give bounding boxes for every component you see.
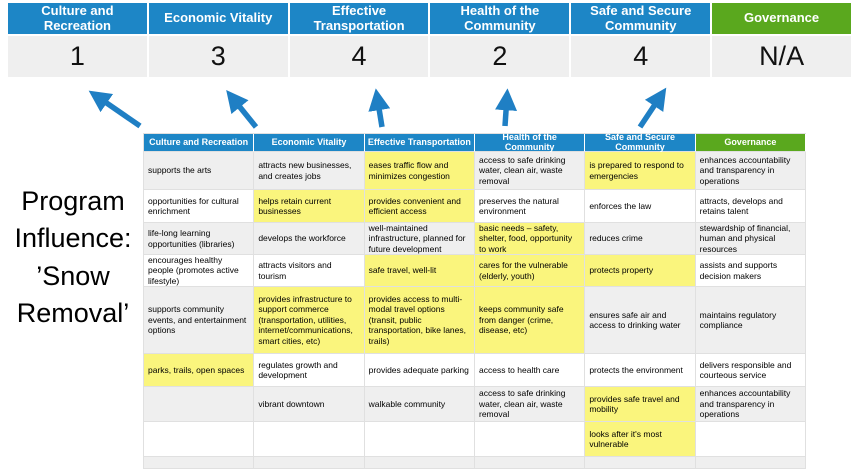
matrix-cell: access to safe drinking water, clean air… — [475, 387, 586, 422]
matrix-cell: attracts, develops and retains talent — [695, 190, 806, 223]
matrix-cell: cares for the vulnerable (elderly, youth… — [475, 255, 586, 287]
matrix-header-cell: Health of the Community — [475, 132, 586, 152]
matrix-cell: keeps community safe from danger (crime,… — [475, 287, 586, 354]
matrix-cell: basic needs – safety, shelter, food, opp… — [475, 223, 586, 255]
matrix-cell: access to health care — [475, 354, 586, 387]
matrix-cell: attracts new businesses, and creates job… — [254, 152, 365, 190]
summary-category-header: Safe and Secure Community — [571, 3, 711, 34]
matrix-cell — [254, 422, 365, 457]
matrix-cell — [695, 422, 806, 457]
matrix-header-cell: Economic Vitality — [254, 134, 365, 152]
matrix-header-cell: Effective Transportation — [364, 134, 475, 152]
matrix-cell: regulates growth and development — [254, 354, 365, 387]
summary-score: 4 — [289, 36, 429, 77]
matrix-cell: eases traffic flow and minimizes congest… — [364, 152, 475, 190]
matrix-cell: protects the environment — [585, 354, 696, 387]
matrix-cell: enhances accountability and transparency… — [695, 387, 806, 422]
matrix-cell: encourages healthy people (promotes acti… — [144, 255, 255, 287]
matrix-cell — [144, 387, 255, 422]
matrix-cell — [695, 457, 806, 469]
matrix-cell: well-maintained infrastructure, planned … — [364, 223, 475, 255]
summary-score: 2 — [430, 36, 570, 77]
matrix-cell: looks after it's most vulnerable — [585, 422, 696, 457]
matrix-cell: protects property — [585, 255, 696, 287]
matrix-cell: supports community events, and entertain… — [144, 287, 255, 354]
matrix-header-cell: Culture and Recreation — [144, 134, 255, 152]
summary-category-header: Economic Vitality — [148, 3, 288, 34]
matrix-header-cell: Governance — [695, 134, 806, 152]
matrix-cell: maintains regulatory compliance — [695, 287, 806, 354]
matrix-cell: reduces crime — [585, 223, 696, 255]
matrix-cell: provides access to multi-modal travel op… — [364, 287, 475, 354]
matrix-cell: develops the workforce — [254, 223, 365, 255]
matrix-cell — [475, 422, 586, 457]
matrix-cell — [475, 457, 586, 469]
matrix-cell: provides infrastructure to support comme… — [254, 287, 365, 354]
program-influence-title: Program Influence: ’Snow Removal’ — [14, 186, 132, 328]
summary-score: 3 — [148, 36, 288, 77]
summary-category-header: Health of the Community — [430, 3, 570, 34]
matrix-cell: parks, trails, open spaces — [144, 354, 255, 387]
matrix-cell: provides adequate parking — [364, 354, 475, 387]
summary-score: 1 — [8, 36, 147, 77]
matrix-cell: life-long learning opportunities (librar… — [144, 223, 255, 255]
matrix-cell: opportunities for cultural enrichment — [144, 190, 255, 223]
summary-category-header: Governance — [712, 3, 851, 34]
up-arrow-economic — [226, 90, 259, 129]
matrix-cell — [144, 422, 255, 457]
summary-score: 4 — [571, 36, 711, 77]
summary-category-header: Effective Transportation — [289, 3, 429, 34]
matrix-cell — [364, 457, 475, 469]
matrix-cell: access to safe drinking water, clean air… — [475, 152, 586, 190]
summary-category-header: Culture and Recreation — [8, 3, 147, 34]
up-arrow-culture — [88, 90, 142, 129]
matrix-cell: preserves the natural environment — [475, 190, 586, 223]
matrix-cell: attracts visitors and tourism — [254, 255, 365, 287]
matrix-cell — [585, 457, 696, 469]
matrix-cell: assists and supports decision makers — [695, 255, 806, 287]
matrix-cell: enhances accountability and transparency… — [695, 152, 806, 190]
matrix-cell: provides convenient and efficient access — [364, 190, 475, 223]
matrix-table: Culture and Recreation Economic Vitality E… — [143, 132, 806, 469]
up-arrow-health — [495, 88, 518, 127]
matrix-cell — [364, 422, 475, 457]
summary-band: Culture and Recreation Economic Vitality E… — [8, 3, 851, 77]
matrix-cell: vibrant downtown — [254, 387, 365, 422]
matrix-cell: is prepared to respond to emergencies — [585, 152, 696, 190]
matrix-cell: delivers responsible and courteous servi… — [695, 354, 806, 387]
matrix-cell — [144, 457, 255, 469]
matrix-cell: supports the arts — [144, 152, 255, 190]
up-arrow-safe — [637, 87, 667, 129]
summary-score: N/A — [712, 36, 851, 77]
up-arrow-transportation — [368, 88, 391, 128]
matrix-cell: ensures safe air and access to drinking … — [585, 287, 696, 354]
matrix-header-cell: Safe and Secure Community — [585, 132, 696, 152]
matrix-cell — [254, 457, 365, 469]
matrix-cell: safe travel, well-lit — [364, 255, 475, 287]
matrix-cell: helps retain current businesses — [254, 190, 365, 223]
matrix-cell: provides safe travel and mobility — [585, 387, 696, 422]
matrix-cell: walkable community — [364, 387, 475, 422]
matrix-cell: stewardship of financial, human and phys… — [695, 223, 806, 255]
matrix-cell: enforces the law — [585, 190, 696, 223]
